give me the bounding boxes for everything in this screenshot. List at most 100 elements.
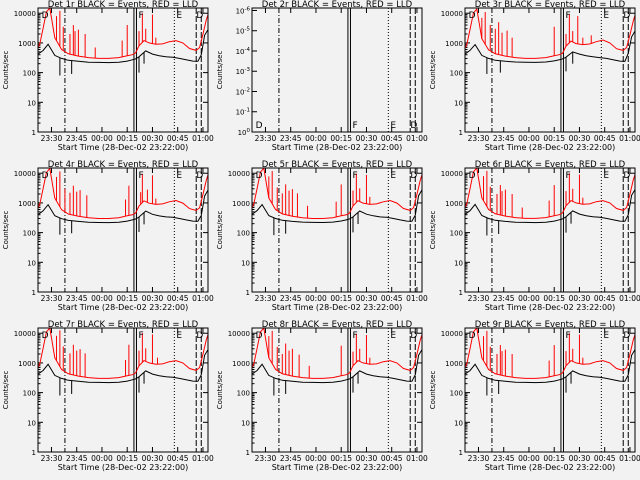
marker-letter: E xyxy=(603,171,609,181)
events-rate-line xyxy=(464,30,636,63)
panel-title: Det 1r BLACK = Events, RED = LLD xyxy=(48,0,199,10)
x-tick-label: 00:00 xyxy=(91,454,113,463)
lld-rate-line xyxy=(251,167,423,219)
marker-letter: F xyxy=(565,331,570,341)
marker-letter: E xyxy=(176,171,182,181)
y-axis-label: Counts/sec xyxy=(216,211,224,250)
y-axis-label: Counts/sec xyxy=(429,211,437,250)
x-tick-label: 23:45 xyxy=(493,454,515,463)
y-tick-label: 10-5 xyxy=(236,27,251,36)
y-tick-label: 10 xyxy=(454,419,463,427)
x-tick-label: 00:15 xyxy=(543,294,565,303)
y-tick-label: 10-1 xyxy=(236,108,250,117)
lld-rate-line xyxy=(37,6,209,59)
x-tick-label: 23:45 xyxy=(66,454,88,463)
x-tick-label: 00:30 xyxy=(569,134,591,143)
y-tick-label: 10 xyxy=(27,419,36,427)
detector-panel: Det 1r BLACK = Events, RED = LLD Counts/s… xyxy=(2,0,214,152)
panel-title: Det 4r BLACK = Events, RED = LLD xyxy=(48,160,199,170)
y-tick-label: 10-4 xyxy=(236,47,251,56)
marker-letter: D xyxy=(410,171,417,181)
x-tick-label: 23:30 xyxy=(41,454,63,463)
x-axis-label: Start Time (28-Dec-02 23:22:00) xyxy=(272,303,403,312)
x-tick-label: 23:45 xyxy=(493,294,515,303)
x-tick-label: 00:30 xyxy=(142,294,164,303)
y-tick-label: 1000 xyxy=(232,360,250,368)
y-tick-label: 10-3 xyxy=(236,67,251,76)
events-rate-line xyxy=(37,349,209,384)
y-tick-label: 10000 xyxy=(14,330,36,338)
x-tick-label: 01:00 xyxy=(406,134,428,143)
y-tick-label: 10000 xyxy=(441,10,463,18)
marker-letter: F xyxy=(138,11,143,21)
marker-letter: D xyxy=(469,331,476,341)
y-tick-label: 100 xyxy=(450,390,463,398)
y-tick-label: 100 xyxy=(450,70,463,78)
x-tick-label: 01:00 xyxy=(619,454,640,463)
detector-panel: Det 3r BLACK = Events, RED = LLD Counts/s… xyxy=(429,0,640,152)
marker-letter: E xyxy=(390,171,396,181)
y-tick-label: 10000 xyxy=(228,330,250,338)
events-rate-line xyxy=(464,349,636,384)
y-axis-label: Counts/sec xyxy=(2,51,10,90)
y-tick-label: 100 xyxy=(23,70,36,78)
events-rate-line xyxy=(251,189,423,224)
y-tick-label: 10 xyxy=(241,419,250,427)
x-tick-label: 00:45 xyxy=(167,294,189,303)
plot-frame xyxy=(37,327,209,453)
x-tick-label: 23:30 xyxy=(468,454,490,463)
y-tick-label: 1 xyxy=(32,449,36,457)
marker-letter: D xyxy=(623,331,630,341)
x-axis-label: Start Time (28-Dec-02 23:22:00) xyxy=(485,463,616,472)
panel-title: Det 3r BLACK = Events, RED = LLD xyxy=(475,0,626,10)
x-tick-label: 23:30 xyxy=(255,454,277,463)
y-tick-label: 1 xyxy=(459,449,463,457)
plot-frame xyxy=(464,167,636,293)
marker-letter: D xyxy=(469,11,476,21)
marker-letter: E xyxy=(390,331,396,341)
x-tick-label: 23:30 xyxy=(41,294,63,303)
lld-rate-line xyxy=(37,326,209,379)
marker-letter: F xyxy=(352,331,357,341)
y-tick-label: 1000 xyxy=(445,360,463,368)
x-tick-label: 00:00 xyxy=(518,294,540,303)
y-tick-label: 10-2 xyxy=(236,87,250,96)
y-tick-label: 1000 xyxy=(18,40,36,48)
x-tick-label: 00:45 xyxy=(167,134,189,143)
x-axis-label: Start Time (28-Dec-02 23:22:00) xyxy=(58,463,189,472)
detector-panel: Det 2r BLACK = Events, RED = LLD Counts/s… xyxy=(216,0,428,152)
x-tick-label: 00:00 xyxy=(518,454,540,463)
plot-frame xyxy=(37,7,209,133)
events-rate-line xyxy=(37,189,209,224)
x-tick-label: 00:00 xyxy=(305,454,327,463)
plot-frame xyxy=(251,327,423,453)
x-tick-label: 01:00 xyxy=(192,134,214,143)
y-tick-label: 1000 xyxy=(18,360,36,368)
y-axis-label: Counts/sec xyxy=(2,211,10,250)
x-tick-label: 23:30 xyxy=(41,134,63,143)
marker-letter: D xyxy=(469,171,476,181)
marker-letter: D xyxy=(196,171,203,181)
y-tick-label: 1000 xyxy=(445,200,463,208)
marker-letter: F xyxy=(352,121,357,131)
y-tick-label: 10000 xyxy=(14,170,36,178)
marker-letter: D xyxy=(410,331,417,341)
detector-panel: Det 9r BLACK = Events, RED = LLD Counts/s… xyxy=(429,320,640,472)
y-axis-label: Counts/sec xyxy=(2,371,10,410)
x-axis-label: Start Time (28-Dec-02 23:22:00) xyxy=(485,143,616,152)
y-tick-label: 10 xyxy=(454,99,463,107)
panel-title: Det 6r BLACK = Events, RED = LLD xyxy=(475,160,626,170)
lld-rate-line xyxy=(464,166,636,219)
x-tick-label: 01:00 xyxy=(192,454,214,463)
y-axis-label: Counts/sec xyxy=(429,51,437,90)
y-tick-label: 10000 xyxy=(441,170,463,178)
x-tick-label: 00:30 xyxy=(569,454,591,463)
detector-panel: Det 8r BLACK = Events, RED = LLD Counts/s… xyxy=(216,320,428,472)
marker-letter: F xyxy=(565,11,570,21)
x-tick-label: 00:45 xyxy=(594,294,616,303)
x-tick-label: 23:45 xyxy=(280,294,302,303)
x-tick-label: 01:00 xyxy=(406,294,428,303)
marker-letter: D xyxy=(623,171,630,181)
x-tick-label: 00:30 xyxy=(142,134,164,143)
panel-title: Det 9r BLACK = Events, RED = LLD xyxy=(475,320,626,330)
